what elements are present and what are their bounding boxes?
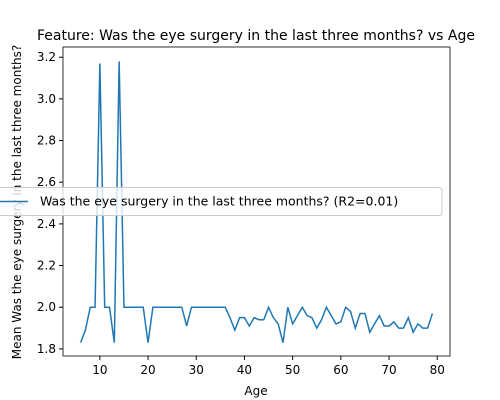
x-tick-label: 70 bbox=[381, 363, 396, 377]
x-tick-label: 10 bbox=[92, 363, 107, 377]
x-axis-label: Age bbox=[244, 384, 267, 398]
y-tick-label: 2.2 bbox=[37, 259, 56, 273]
legend-box bbox=[0, 187, 443, 216]
x-tick-label: 80 bbox=[430, 363, 445, 377]
x-tick-label: 50 bbox=[285, 363, 300, 377]
legend-label: Was the eye surgery in the last three mo… bbox=[40, 194, 398, 209]
y-tick-label: 2.6 bbox=[37, 175, 56, 189]
y-tick-label: 3.0 bbox=[37, 92, 56, 106]
y-tick-label: 1.8 bbox=[37, 342, 56, 356]
y-tick-label: 2.8 bbox=[37, 134, 56, 148]
y-tick-label: 2.0 bbox=[37, 300, 56, 314]
x-tick-label: 60 bbox=[333, 363, 348, 377]
y-tick-label: 2.4 bbox=[37, 217, 56, 231]
y-tick-label: 3.2 bbox=[37, 50, 56, 64]
x-tick-label: 40 bbox=[237, 363, 252, 377]
chart-title: Feature: Was the eye surgery in the last… bbox=[37, 28, 475, 44]
x-tick-label: 30 bbox=[189, 363, 204, 377]
line bbox=[79, 61, 434, 343]
x-tick-label: 20 bbox=[140, 363, 155, 377]
